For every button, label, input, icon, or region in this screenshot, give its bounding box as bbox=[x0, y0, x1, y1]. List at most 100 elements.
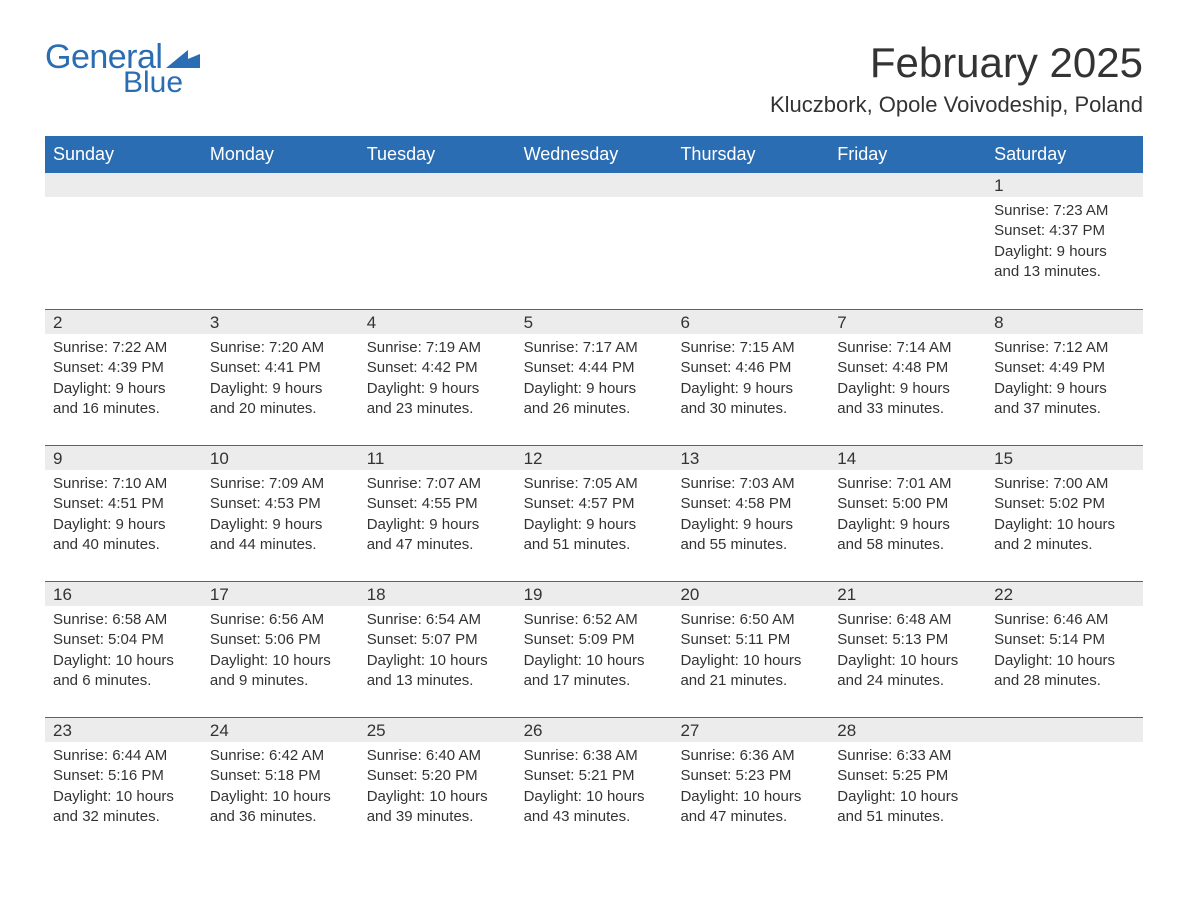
sunrise-text: Sunrise: 7:22 AM bbox=[53, 338, 194, 358]
sunset-text: Sunset: 5:14 PM bbox=[994, 630, 1135, 650]
sunrise-text: Sunrise: 6:36 AM bbox=[680, 746, 821, 766]
sunrise-text: Sunrise: 7:10 AM bbox=[53, 474, 194, 494]
day-number: 26 bbox=[516, 718, 673, 742]
day-number: 23 bbox=[45, 718, 202, 742]
week-row: 1Sunrise: 7:23 AMSunset: 4:37 PMDaylight… bbox=[45, 173, 1143, 301]
sunrise-text: Sunrise: 6:52 AM bbox=[524, 610, 665, 630]
sunset-text: Sunset: 4:55 PM bbox=[367, 494, 508, 514]
day-number: 19 bbox=[516, 582, 673, 606]
sunrise-text: Sunrise: 6:46 AM bbox=[994, 610, 1135, 630]
day-number bbox=[516, 173, 673, 197]
sunrise-text: Sunrise: 7:07 AM bbox=[367, 474, 508, 494]
day-number: 28 bbox=[829, 718, 986, 742]
daylight2-text: and 55 minutes. bbox=[680, 535, 821, 555]
day-number bbox=[672, 173, 829, 197]
daylight1-text: Daylight: 10 hours bbox=[210, 787, 351, 807]
day-cell bbox=[672, 173, 829, 301]
day-cell: 12Sunrise: 7:05 AMSunset: 4:57 PMDayligh… bbox=[516, 446, 673, 573]
day-number: 4 bbox=[359, 310, 516, 334]
sunrise-text: Sunrise: 7:03 AM bbox=[680, 474, 821, 494]
daylight1-text: Daylight: 9 hours bbox=[53, 379, 194, 399]
sunrise-text: Sunrise: 6:42 AM bbox=[210, 746, 351, 766]
sunset-text: Sunset: 5:00 PM bbox=[837, 494, 978, 514]
sunrise-text: Sunrise: 6:48 AM bbox=[837, 610, 978, 630]
day-cell: 19Sunrise: 6:52 AMSunset: 5:09 PMDayligh… bbox=[516, 582, 673, 709]
sunset-text: Sunset: 5:04 PM bbox=[53, 630, 194, 650]
sunset-text: Sunset: 4:41 PM bbox=[210, 358, 351, 378]
day-cell: 28Sunrise: 6:33 AMSunset: 5:25 PMDayligh… bbox=[829, 718, 986, 845]
day-number: 21 bbox=[829, 582, 986, 606]
day-number: 1 bbox=[986, 173, 1143, 197]
day-number: 5 bbox=[516, 310, 673, 334]
sunrise-text: Sunrise: 6:38 AM bbox=[524, 746, 665, 766]
day-number: 6 bbox=[672, 310, 829, 334]
daylight1-text: Daylight: 10 hours bbox=[994, 651, 1135, 671]
sunrise-text: Sunrise: 6:54 AM bbox=[367, 610, 508, 630]
sunset-text: Sunset: 5:07 PM bbox=[367, 630, 508, 650]
day-cell: 23Sunrise: 6:44 AMSunset: 5:16 PMDayligh… bbox=[45, 718, 202, 845]
day-cell: 26Sunrise: 6:38 AMSunset: 5:21 PMDayligh… bbox=[516, 718, 673, 845]
daylight1-text: Daylight: 9 hours bbox=[680, 379, 821, 399]
daylight1-text: Daylight: 9 hours bbox=[837, 515, 978, 535]
sunrise-text: Sunrise: 7:09 AM bbox=[210, 474, 351, 494]
day-cell bbox=[202, 173, 359, 301]
daylight2-text: and 13 minutes. bbox=[994, 262, 1135, 282]
day-cell: 9Sunrise: 7:10 AMSunset: 4:51 PMDaylight… bbox=[45, 446, 202, 573]
day-cell: 27Sunrise: 6:36 AMSunset: 5:23 PMDayligh… bbox=[672, 718, 829, 845]
sunset-text: Sunset: 5:11 PM bbox=[680, 630, 821, 650]
day-number: 12 bbox=[516, 446, 673, 470]
title-block: February 2025 Kluczbork, Opole Voivodesh… bbox=[770, 40, 1143, 118]
daylight1-text: Daylight: 9 hours bbox=[524, 379, 665, 399]
week-row: 9Sunrise: 7:10 AMSunset: 4:51 PMDaylight… bbox=[45, 445, 1143, 573]
day-cell: 6Sunrise: 7:15 AMSunset: 4:46 PMDaylight… bbox=[672, 310, 829, 437]
weeks-container: 1Sunrise: 7:23 AMSunset: 4:37 PMDaylight… bbox=[45, 173, 1143, 845]
day-cell bbox=[45, 173, 202, 301]
daylight2-text: and 44 minutes. bbox=[210, 535, 351, 555]
sunset-text: Sunset: 4:37 PM bbox=[994, 221, 1135, 241]
sunset-text: Sunset: 4:44 PM bbox=[524, 358, 665, 378]
daylight2-text: and 30 minutes. bbox=[680, 399, 821, 419]
sunset-text: Sunset: 4:48 PM bbox=[837, 358, 978, 378]
day-number: 9 bbox=[45, 446, 202, 470]
day-cell bbox=[359, 173, 516, 301]
daylight2-text: and 26 minutes. bbox=[524, 399, 665, 419]
weekday-header: Wednesday bbox=[516, 138, 673, 173]
day-cell: 17Sunrise: 6:56 AMSunset: 5:06 PMDayligh… bbox=[202, 582, 359, 709]
daylight2-text: and 47 minutes. bbox=[367, 535, 508, 555]
week-row: 16Sunrise: 6:58 AMSunset: 5:04 PMDayligh… bbox=[45, 581, 1143, 709]
daylight2-text: and 37 minutes. bbox=[994, 399, 1135, 419]
day-cell: 5Sunrise: 7:17 AMSunset: 4:44 PMDaylight… bbox=[516, 310, 673, 437]
daylight1-text: Daylight: 10 hours bbox=[680, 651, 821, 671]
sunrise-text: Sunrise: 7:01 AM bbox=[837, 474, 978, 494]
daylight1-text: Daylight: 10 hours bbox=[680, 787, 821, 807]
daylight1-text: Daylight: 9 hours bbox=[53, 515, 194, 535]
sunrise-text: Sunrise: 7:15 AM bbox=[680, 338, 821, 358]
sunset-text: Sunset: 4:39 PM bbox=[53, 358, 194, 378]
day-number: 20 bbox=[672, 582, 829, 606]
sunset-text: Sunset: 4:57 PM bbox=[524, 494, 665, 514]
day-number: 10 bbox=[202, 446, 359, 470]
week-row: 23Sunrise: 6:44 AMSunset: 5:16 PMDayligh… bbox=[45, 717, 1143, 845]
daylight1-text: Daylight: 10 hours bbox=[367, 787, 508, 807]
daylight1-text: Daylight: 10 hours bbox=[53, 787, 194, 807]
sunset-text: Sunset: 5:21 PM bbox=[524, 766, 665, 786]
daylight1-text: Daylight: 9 hours bbox=[837, 379, 978, 399]
daylight2-text: and 47 minutes. bbox=[680, 807, 821, 827]
daylight2-text: and 17 minutes. bbox=[524, 671, 665, 691]
sunset-text: Sunset: 5:18 PM bbox=[210, 766, 351, 786]
sunrise-text: Sunrise: 7:19 AM bbox=[367, 338, 508, 358]
sunrise-text: Sunrise: 6:56 AM bbox=[210, 610, 351, 630]
day-number bbox=[359, 173, 516, 197]
day-number: 27 bbox=[672, 718, 829, 742]
daylight1-text: Daylight: 9 hours bbox=[994, 379, 1135, 399]
day-number bbox=[829, 173, 986, 197]
sunrise-text: Sunrise: 6:58 AM bbox=[53, 610, 194, 630]
day-cell: 1Sunrise: 7:23 AMSunset: 4:37 PMDaylight… bbox=[986, 173, 1143, 301]
sunset-text: Sunset: 5:16 PM bbox=[53, 766, 194, 786]
day-cell: 18Sunrise: 6:54 AMSunset: 5:07 PMDayligh… bbox=[359, 582, 516, 709]
day-cell: 22Sunrise: 6:46 AMSunset: 5:14 PMDayligh… bbox=[986, 582, 1143, 709]
daylight2-text: and 36 minutes. bbox=[210, 807, 351, 827]
page-header: General Blue February 2025 Kluczbork, Op… bbox=[45, 40, 1143, 118]
daylight1-text: Daylight: 10 hours bbox=[53, 651, 194, 671]
day-number: 3 bbox=[202, 310, 359, 334]
